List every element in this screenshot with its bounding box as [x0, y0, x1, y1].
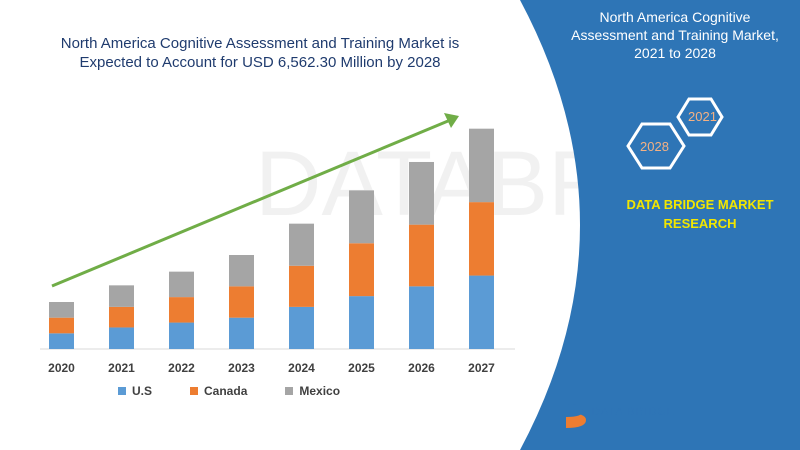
legend-swatch-us — [118, 387, 126, 395]
brand-name: DATA BRIDGE MARKET RESEARCH — [626, 197, 774, 231]
bar-canada-2025 — [349, 243, 374, 297]
bar-canada-2024 — [289, 265, 314, 307]
legend-label-canada: Canada — [204, 384, 248, 398]
hex-label-2028: 2028 — [640, 139, 669, 154]
bar-mexico-2025 — [349, 190, 374, 244]
legend-label-us: U.S — [132, 384, 153, 398]
x-tick-label: 2027 — [468, 361, 495, 375]
bar-canada-2020 — [49, 317, 74, 334]
bar-us-2026 — [409, 286, 434, 349]
hexagon-2028 — [626, 122, 686, 170]
bar-us-2021 — [109, 327, 134, 349]
bar-canada-2026 — [409, 224, 434, 287]
panel-title: North America Cognitive Assessment and T… — [571, 9, 779, 61]
x-ticks-group: 2020 2021 2022 2023 2024 2025 2026 2027 — [48, 361, 495, 375]
right-panel — [520, 0, 800, 450]
bar-canada-2023 — [229, 286, 254, 318]
legend-swatch-mexico — [285, 387, 294, 395]
bar-us-2024 — [289, 306, 314, 349]
x-tick-label: 2023 — [228, 361, 255, 375]
bar-mexico-2020 — [49, 302, 74, 318]
bar-canada-2021 — [109, 306, 134, 328]
hexagon-2021 — [676, 97, 724, 137]
legend-swatch-canada — [190, 387, 199, 395]
hex-label-2021: 2021 — [688, 109, 717, 124]
x-tick-label: 2022 — [168, 361, 195, 375]
bars-group — [49, 128, 494, 349]
x-tick-label: 2025 — [348, 361, 375, 375]
legend-label-mexico: Mexico — [299, 384, 341, 398]
bar-canada-2022 — [169, 297, 194, 323]
legend: U.S Canada Mexico — [118, 384, 340, 398]
x-tick-label: 2020 — [48, 361, 75, 375]
legend-item-canada: Canada — [190, 384, 247, 398]
chart-title: North America Cognitive Assessment and T… — [60, 35, 460, 71]
bar-us-2020 — [49, 333, 74, 349]
x-tick-label: 2021 — [108, 361, 135, 375]
x-tick-label: 2024 — [288, 361, 315, 375]
logo-text: DATA BRIDGE — [592, 406, 676, 418]
bar-mexico-2021 — [109, 285, 134, 307]
bar-mexico-2027 — [469, 128, 494, 203]
legend-item-us: U.S — [118, 384, 152, 398]
bar-mexico-2022 — [169, 271, 194, 298]
bar-mexico-2026 — [409, 161, 434, 225]
bar-canada-2027 — [469, 202, 494, 276]
logo-icon — [560, 400, 586, 428]
growth-arrow-head — [444, 113, 459, 128]
bar-us-2027 — [469, 275, 494, 349]
bar-us-2025 — [349, 296, 374, 349]
x-tick-label: 2026 — [408, 361, 435, 375]
bar-us-2022 — [169, 322, 194, 349]
bar-mexico-2024 — [289, 223, 314, 266]
bar-us-2023 — [229, 317, 254, 349]
growth-arrow-line — [51, 119, 449, 288]
bar-mexico-2023 — [229, 255, 254, 287]
legend-item-mexico: Mexico — [285, 384, 340, 398]
